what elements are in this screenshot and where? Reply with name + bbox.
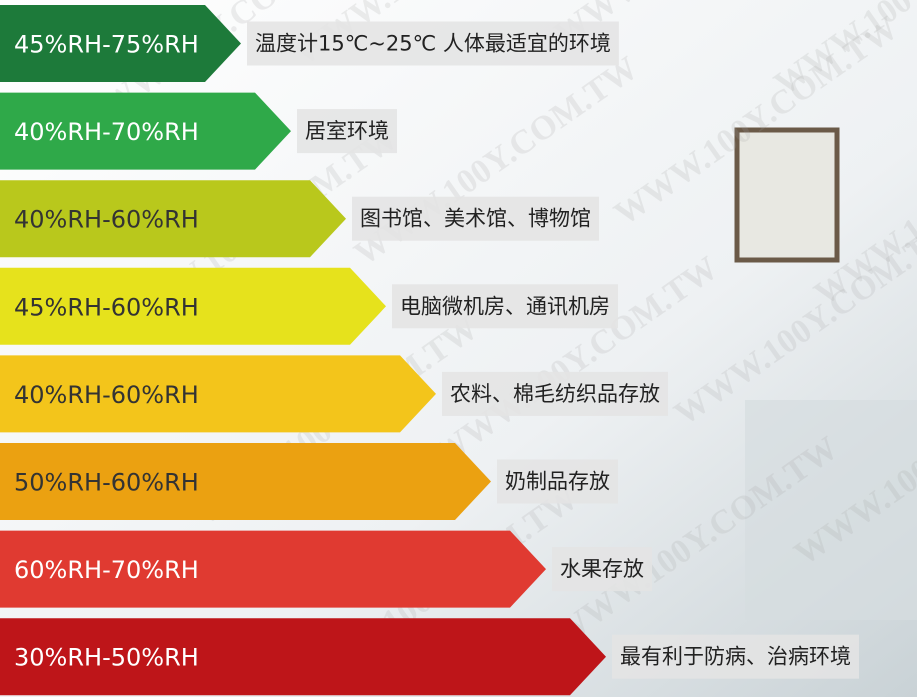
range-label: 30%RH-50%RH	[14, 644, 199, 672]
description: 图书馆、美术馆、博物馆	[360, 207, 591, 231]
range-label: 50%RH-60%RH	[14, 469, 199, 497]
description: 水果存放	[560, 557, 644, 581]
range-label: 45%RH-60%RH	[14, 293, 199, 321]
range-label: 40%RH-60%RH	[14, 206, 199, 234]
description: 奶制品存放	[505, 470, 610, 494]
range-label: 40%RH-60%RH	[14, 381, 199, 409]
description: 最有利于防病、治病环境	[620, 645, 851, 669]
picture-frame	[737, 130, 837, 260]
range-label: 60%RH-70%RH	[14, 556, 199, 584]
description: 电脑微机房、通讯机房	[400, 294, 610, 318]
description: 农料、棉毛纺织品存放	[450, 382, 660, 406]
description: 温度计15℃~25℃ 人体最适宜的环境	[255, 32, 611, 56]
range-label: 40%RH-70%RH	[14, 118, 199, 146]
range-label: 45%RH-75%RH	[14, 31, 199, 59]
description: 居室环境	[305, 119, 389, 143]
infographic: WWW.100Y.COM.TWWWW.100Y.COM.TWWWW.100Y.C…	[0, 0, 917, 697]
